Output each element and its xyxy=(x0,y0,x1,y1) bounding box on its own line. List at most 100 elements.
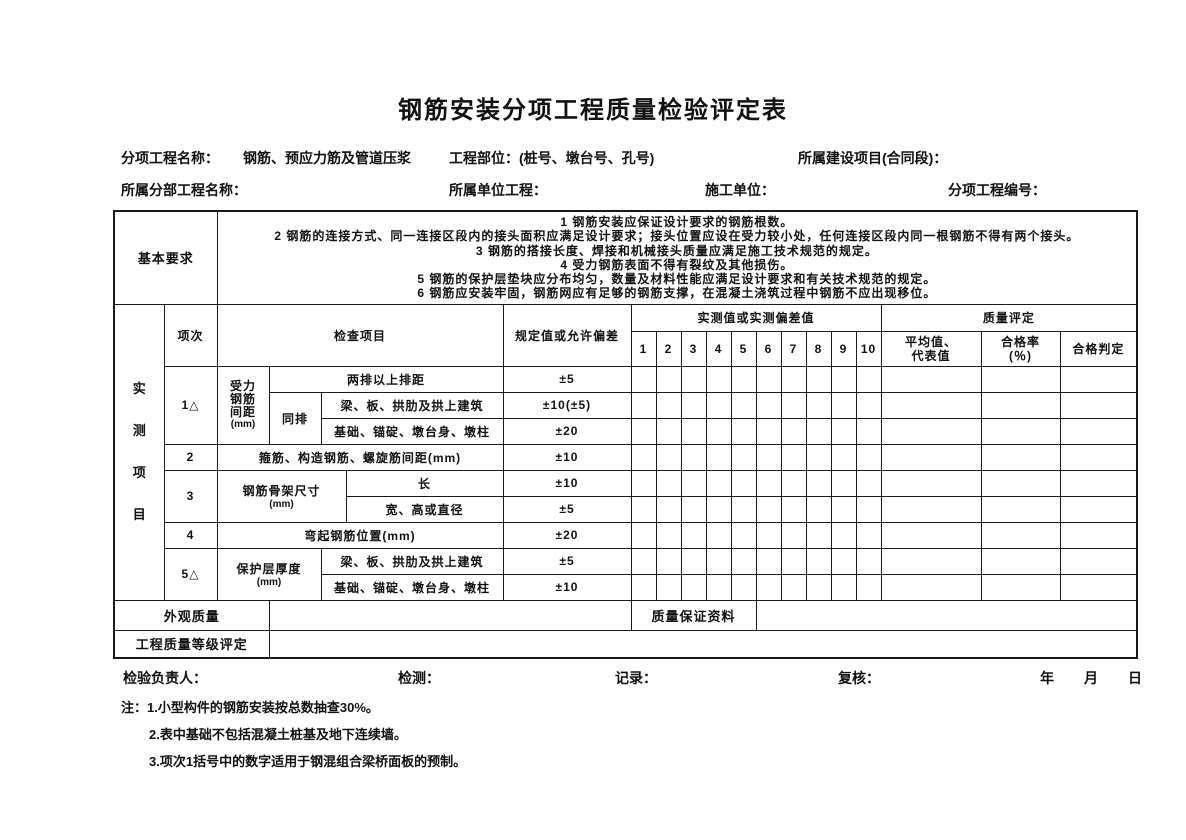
construction-project-label: 所属建设项目(合同段)： xyxy=(798,150,948,166)
empty-value-cell xyxy=(705,417,732,445)
empty-value-cell xyxy=(855,495,882,523)
quality-grade-label: 工程质量等级评定 xyxy=(113,629,270,659)
empty-value-cell xyxy=(705,469,732,497)
row5-sub1-spec: ±5 xyxy=(502,547,632,575)
empty-value-cell xyxy=(880,391,982,419)
empty-value-cell xyxy=(805,391,832,419)
empty-value-cell xyxy=(780,417,807,445)
subproject-name-label: 分项工程名称： xyxy=(121,150,219,166)
empty-value-cell xyxy=(855,521,882,549)
empty-value-cell xyxy=(1059,469,1138,497)
row3-sub1-spec: ±10 xyxy=(502,469,632,497)
quality-assurance-label: 质量保证资料 xyxy=(630,599,757,631)
header-col-2: 2 xyxy=(655,330,682,367)
row1-group-label: 受力钢筋间距 (mm) xyxy=(216,365,270,445)
empty-value-cell xyxy=(680,365,707,393)
notes-prefix: 注： xyxy=(121,700,148,715)
recorder-label: 记录： xyxy=(615,670,657,686)
requirement-item: 6 钢筋应安装牢固，钢筋网应有足够的钢筋支撑，在混凝土浇筑过程中钢筋不应出现移位… xyxy=(417,286,937,301)
empty-value-cell xyxy=(655,495,682,523)
row1-sub2-label: 梁、板、拱肋及拱上建筑 xyxy=(320,391,504,419)
empty-value-cell xyxy=(880,443,982,471)
row4-item-label: 弯起钢筋位置(mm) xyxy=(216,521,504,549)
empty-value-cell xyxy=(855,391,882,419)
empty-value-cell xyxy=(755,417,782,445)
header-average-value: 平均值、 代表值 xyxy=(880,330,982,367)
empty-value-cell xyxy=(630,521,657,549)
empty-value-cell xyxy=(780,443,807,471)
empty-value-cell xyxy=(730,521,757,549)
empty-value-cell xyxy=(880,573,982,601)
empty-value-cell xyxy=(630,417,657,445)
empty-value-cell xyxy=(755,365,782,393)
header-pass-rate: 合格率 (％) xyxy=(980,330,1061,367)
empty-value-cell xyxy=(680,443,707,471)
inspector-label: 检验负责人： xyxy=(123,670,207,686)
requirement-item: 4 受力钢筋表面不得有裂纹及其他损伤。 xyxy=(560,257,794,272)
empty-value-cell xyxy=(780,365,807,393)
empty-value-cell xyxy=(730,417,757,445)
empty-value-cell xyxy=(755,547,782,575)
empty-value-cell xyxy=(805,495,832,523)
empty-value-cell xyxy=(780,547,807,575)
header-col-4: 4 xyxy=(705,330,732,367)
empty-value-cell xyxy=(1059,547,1138,575)
empty-value-cell xyxy=(780,521,807,549)
note-item: 2.表中基础不包括混凝土桩基及地下连续墙。 xyxy=(149,727,407,742)
tester-label: 检测： xyxy=(398,670,440,686)
notes-block: 注：1.小型构件的钢筋安装按总数抽查30%。 2.表中基础不包括混凝土桩基及地下… xyxy=(121,694,466,775)
empty-value-cell xyxy=(730,573,757,601)
empty-value-cell xyxy=(855,469,882,497)
subproject-code-label: 分项工程编号： xyxy=(948,182,1046,198)
basic-requirements-content: 1 钢筋安装应保证设计要求的钢筋根数。 2 钢筋的连接方式、同一连接区段内的接头… xyxy=(216,210,1138,305)
empty-value-cell xyxy=(680,547,707,575)
empty-value-cell xyxy=(855,443,882,471)
requirement-item: 5 钢筋的保护层垫块应分布均匀，数量及材料性能应满足设计要求和有关技术规范的规定… xyxy=(417,271,937,286)
row3-group-label: 钢筋骨架尺寸 (mm) xyxy=(216,469,347,523)
row1-sub3-spec: ±20 xyxy=(502,417,632,445)
row1-item-no: 1△ xyxy=(163,365,218,445)
empty-value-cell xyxy=(880,521,982,549)
empty-value-cell xyxy=(830,573,857,601)
note-item: 3.项次1括号中的数字适用于钢混组合梁桥面板的预制。 xyxy=(149,754,467,769)
requirement-item: 2 钢筋的连接方式、同一连接区段内的接头面积应满足设计要求；接头位置应设在受力较… xyxy=(274,229,1080,244)
row1-sub1-spec: ±5 xyxy=(502,365,632,393)
empty-value-cell xyxy=(680,495,707,523)
empty-value-cell xyxy=(805,443,832,471)
header-quality-eval: 质量评定 xyxy=(880,303,1138,332)
empty-value-cell xyxy=(855,417,882,445)
empty-value-cell xyxy=(730,469,757,497)
unit-work-label: 所属单位工程： xyxy=(449,182,547,198)
empty-value-cell xyxy=(1059,443,1138,471)
header-col-6: 6 xyxy=(755,330,782,367)
empty-value-cell xyxy=(680,573,707,601)
empty-value-cell xyxy=(780,573,807,601)
empty-value-cell xyxy=(655,573,682,601)
empty-value-cell xyxy=(655,547,682,575)
empty-value-cell xyxy=(830,443,857,471)
empty-value-cell xyxy=(830,417,857,445)
empty-value-cell xyxy=(680,521,707,549)
empty-value-cell xyxy=(755,521,782,549)
empty-value-cell xyxy=(855,365,882,393)
empty-value-cell xyxy=(630,495,657,523)
date-label: 年 月 日 xyxy=(1040,670,1150,686)
empty-value-cell xyxy=(705,521,732,549)
empty-value-cell xyxy=(780,469,807,497)
empty-value-cell xyxy=(680,469,707,497)
subproject-name-value: 钢筋、预应力筋及管道压浆 xyxy=(243,150,411,166)
empty-value-cell xyxy=(1059,521,1138,549)
row5-sub1-label: 梁、板、拱肋及拱上建筑 xyxy=(320,547,504,575)
page-title: 钢筋安装分项工程质量检验评定表 xyxy=(398,97,788,124)
empty-value-cell xyxy=(755,495,782,523)
empty-value-cell xyxy=(980,469,1061,497)
division-work-label: 所属分部工程名称： xyxy=(121,182,247,198)
empty-value-cell xyxy=(880,469,982,497)
row5-item-no: 5△ xyxy=(163,547,218,601)
empty-value-cell xyxy=(805,365,832,393)
empty-value-cell xyxy=(805,547,832,575)
appearance-quality-label: 外观质量 xyxy=(113,599,270,631)
empty-value-cell xyxy=(680,417,707,445)
empty-value-cell xyxy=(730,391,757,419)
